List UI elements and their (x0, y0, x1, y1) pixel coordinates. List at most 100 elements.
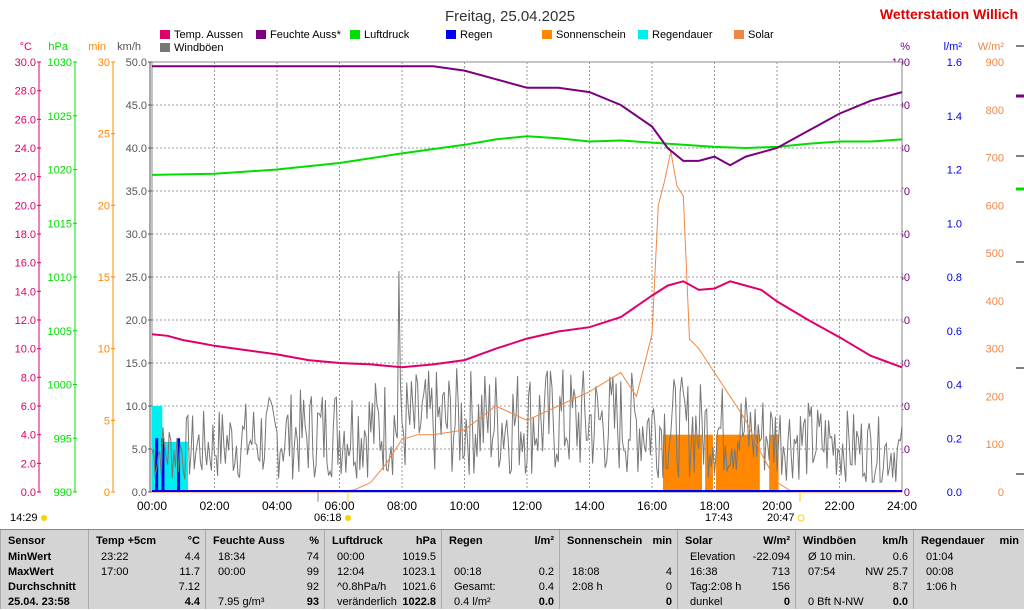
gust-line (151, 270, 903, 484)
axis-tick-label: 20 (98, 200, 110, 212)
axis-tick-label: 1.0 (947, 218, 962, 230)
axis-tick-label: 1020 (48, 165, 72, 177)
x-axis: 00:00 02:00 04:00 06:00 08:00 10:00 12:00 14:00… (10, 492, 917, 524)
pressure-line (151, 135, 903, 176)
right-edge-markers (1016, 45, 1024, 579)
table-column-sensor: Sensor MinWert MaxWert Durchschnitt 25.04. 2… (0, 530, 89, 609)
axis-tick-label: 25.0 (126, 272, 147, 284)
table-header: Sensor (1, 533, 89, 549)
sunshine-block (769, 434, 779, 492)
table-cell-value: 4.4 (184, 551, 200, 563)
table-cell-sub: 00:00 (337, 551, 365, 563)
axis-tick-label: 45.0 (126, 100, 147, 112)
table-row: 25.04. 23:58 (1, 594, 89, 610)
table-cell-value: 74 (306, 551, 319, 563)
table-cell-value: 8.7 (892, 581, 908, 593)
legend-label: Feuchte Auss* (270, 29, 342, 41)
table-cell-sub: 7.95 g/m³ (218, 596, 265, 608)
x-tick-label: 00:00 (137, 499, 167, 513)
legend-swatch (160, 43, 170, 52)
table-cell-sub: 23:22 (101, 551, 129, 563)
legend-swatch (160, 30, 170, 39)
table-row: 0 Bft N-NW 0.0 (796, 594, 914, 610)
table-header-label: Windböen (803, 535, 857, 547)
axis-tick-label: 1005 (48, 326, 72, 338)
table-header: Solar W/m² (678, 533, 796, 549)
table-header: Temp +5cm °C (89, 533, 206, 549)
table-cell-value: 4.4 (184, 596, 200, 608)
axis-tick-label: 0.0 (947, 487, 962, 499)
table-row: 1:06 h (914, 579, 1024, 595)
axis-tick-label: 600 (986, 200, 1004, 212)
table-row: 12:04 1023.1 (325, 564, 442, 580)
axis-tick-label: 1.2 (947, 165, 962, 177)
x-tick-label: 08:00 (387, 499, 417, 513)
axis-tick-label: 990 (54, 487, 72, 499)
table-cell-value: 4 (665, 566, 672, 578)
axis-tick-label: 1000 (48, 380, 72, 392)
table-row: 4.4 (89, 594, 206, 610)
table-row: Tag:2:08 h 156 (678, 579, 796, 595)
table-cell-value: 1021.6 (402, 581, 436, 593)
legend-swatch (542, 30, 552, 39)
table-cell-sub: ^0.8hPa/h (337, 581, 387, 593)
table-row (560, 549, 678, 565)
table-row: 18:08 4 (560, 564, 678, 580)
axis-tick-label: 0.0 (132, 487, 147, 499)
axis-tick-label: 900 (986, 57, 1004, 69)
table-cell-sub: 18:34 (218, 551, 246, 563)
x-tick-label: 02:00 (199, 499, 229, 513)
legend-swatch (446, 30, 456, 39)
table-row: 7.95 g/m³ 93 (206, 594, 325, 610)
axis-unit: °C (20, 41, 32, 53)
axis-tick-label: 35.0 (126, 186, 147, 198)
axis-unit: l/m² (944, 41, 963, 53)
table-header-label: Feuchte Auss (213, 535, 285, 547)
axis-tick-label: 25 (98, 129, 110, 141)
table-row: dunkel 0 (678, 594, 796, 610)
legend-swatch (256, 30, 266, 39)
table-cell-value: 0.2 (538, 566, 554, 578)
moon-icon (797, 514, 805, 522)
table-column-raindur: Regendauer min 01:04 00:08 1:06 h (913, 530, 1024, 609)
table-row: 17:00 11.7 (89, 564, 206, 580)
axis-tick-label: 18.0 (15, 229, 36, 241)
stats-table: Sensor MinWert MaxWert Durchschnitt 25.04. 2… (0, 529, 1024, 609)
table-header-label: Sensor (8, 535, 46, 547)
legend-label: Temp. Aussen (174, 29, 243, 41)
x-tick-label: 06:00 (324, 499, 354, 513)
table-cell-value: 1019.5 (402, 551, 436, 563)
table-header-unit: °C (187, 535, 200, 547)
temp-line (151, 280, 903, 369)
table-cell-sub: 17:00 (101, 566, 129, 578)
axis-tick-label: 1030 (48, 57, 72, 69)
x-tick-label: 16:00 (637, 499, 667, 513)
x-tick-label: 24:00 (887, 499, 917, 513)
table-cell-value: 156 (771, 581, 790, 593)
table-row: 07:54 NW 25.7 (796, 564, 914, 580)
x-tick-label: 10:00 (449, 499, 479, 513)
axis-tick-label: 22.0 (15, 172, 36, 184)
axis-tick-label: 10.0 (15, 344, 36, 356)
axis-tick-label: 995 (54, 433, 72, 445)
axis-tick-label: 700 (986, 153, 1004, 165)
plot-area (151, 61, 903, 493)
table-header-label: Temp +5cm (96, 535, 157, 547)
table-row: MaxWert (1, 564, 89, 580)
table-cell-value: 99 (306, 566, 319, 578)
axis-tick-label: 0 (998, 487, 1004, 499)
table-row: 00:18 0.2 (442, 564, 560, 580)
axes-left: °C 30.0 28.0 26.0 24.0 22.0 20.0 18.0 16.0 14.0 12… (15, 41, 152, 499)
table-row: 0 (560, 594, 678, 610)
table-row-label: 25.04. 23:58 (8, 596, 70, 608)
x-tick-label: 20:00 (762, 499, 792, 513)
table-column-wind: Windböen km/h Ø 10 min. 0.6 07:54 NW 25.7 8.7 0… (795, 530, 914, 609)
axis-unit: % (900, 41, 910, 53)
table-cell-sub: 07:54 (808, 566, 836, 578)
table-header-unit: min (652, 535, 672, 547)
table-cell-sub: Elevation (690, 551, 736, 563)
table-header: Sonnenschein min (560, 533, 678, 549)
axis-unit: hPa (48, 41, 68, 53)
table-header-label: Regen (449, 535, 483, 547)
